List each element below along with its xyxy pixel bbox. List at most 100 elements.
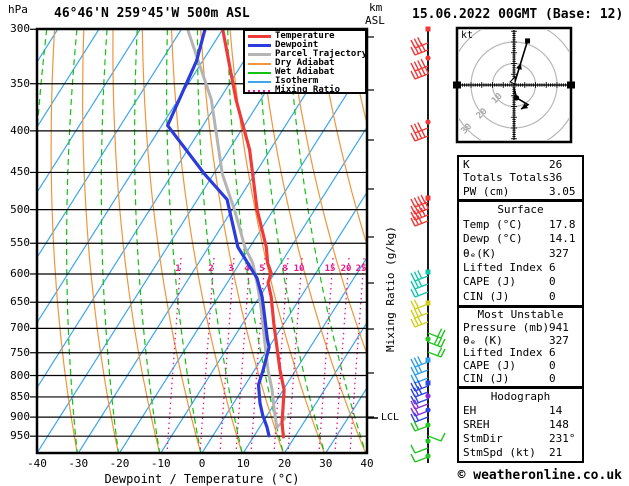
table-row-value: 36 — [549, 171, 563, 184]
pressure-tick-label: 900 — [10, 410, 30, 424]
table-row: Pressure (mb) 941 — [459, 320, 582, 334]
legend-item: Wet Adiabat — [248, 68, 365, 77]
table-row-value: 6 — [549, 346, 556, 360]
temperature-tick-label: 0 — [198, 457, 206, 470]
legend-line-sample — [248, 44, 271, 47]
table-row: θₑ(K) 327 — [459, 246, 582, 260]
table-row-value: 941 — [549, 320, 569, 334]
wind-barb-column — [410, 26, 446, 463]
table-row-value: 26 — [549, 157, 563, 171]
table-section-title: Hodograph — [490, 390, 551, 403]
table-row: SREH 148 — [459, 419, 582, 431]
table-row: Temp (°C) 17.8 — [459, 217, 582, 231]
mixing-ratio-label: 20 — [341, 264, 352, 274]
temperature-tick-label: 20 — [277, 457, 292, 470]
lcl-label: LCL — [381, 412, 400, 423]
mixing-ratio-axis-label: Mixing Ratio (g/kg) — [384, 226, 397, 352]
table-row-label: K — [463, 157, 470, 171]
mixing-ratio-label: 25 — [356, 264, 367, 274]
table-row-label: Lifted Index — [463, 260, 543, 274]
table-row-label: Lifted Index — [463, 346, 543, 360]
table-row-value: 17.8 — [549, 217, 576, 231]
temperature-tick-label: 30 — [319, 457, 333, 470]
table-row-label: θₑ (K) — [463, 333, 503, 347]
table-row: Lifted Index 6 — [459, 260, 582, 274]
table-row-value: 14 — [549, 404, 563, 417]
pressure-tick-label: 500 — [10, 202, 30, 216]
table-row: CAPE (J) 0 — [459, 360, 582, 372]
x-axis-title: Dewpoint / Temperature (°C) — [104, 472, 300, 486]
legend-item: Dewpoint — [248, 41, 365, 50]
legend-line-sample — [248, 71, 271, 74]
table-row-label: CAPE (J) — [463, 275, 516, 289]
legend-item-label: Dry Adiabat — [275, 58, 335, 68]
table-row: StmSpd (kt) 21 — [459, 447, 582, 459]
legend-item-label: Mixing Ratio — [275, 85, 341, 95]
table-row-label: EH — [463, 404, 477, 417]
mixing-ratio-label: 10 — [294, 264, 305, 274]
legend-item-label: Temperature — [275, 31, 335, 41]
table-row-label: StmDir — [463, 432, 503, 445]
table-row: PW (cm) 3.05 — [459, 184, 582, 198]
table-row-label: SREH — [463, 418, 490, 431]
legend-line-sample — [248, 80, 271, 83]
pressure-tick-label: 350 — [10, 76, 30, 90]
mixing-ratio-label: 1 — [175, 264, 180, 274]
surface-table: Surface Temp (°C) 17.8 Dewp (°C) 14.1 θₑ(K) 32… — [457, 200, 584, 307]
table-row-value: 0 — [549, 275, 556, 289]
most-unstable-table: Most Unstable Pressure (mb) 941 θₑ (K) 327 Li… — [457, 306, 584, 388]
temperature-tick-label: 10 — [236, 457, 250, 470]
legend-item: Mixing Ratio — [248, 86, 365, 95]
pressure-tick-label: 300 — [10, 22, 30, 36]
legend-line-sample — [248, 89, 271, 92]
table-row-label: StmSpd (kt) — [463, 446, 536, 459]
station-title: 46°46'N 259°45'W 500m ASL — [54, 6, 250, 21]
table-section-title: Surface — [497, 203, 544, 217]
hodograph-unit-label: kt — [461, 30, 474, 41]
table-row-label: CAPE (J) — [463, 359, 516, 373]
table-row-label: Pressure (mb) — [463, 320, 550, 334]
pressure-tick-label: 550 — [10, 236, 30, 250]
table-row-label: PW (cm) — [463, 184, 510, 198]
table-row-value: 21 — [549, 446, 563, 459]
mixing-ratio-label: 15 — [325, 264, 336, 274]
pressure-tick-label: 450 — [10, 165, 30, 179]
legend-line-sample — [248, 35, 271, 38]
temperature-tick-label: -40 — [27, 457, 47, 470]
pressure-tick-label: 850 — [10, 389, 30, 403]
pressure-tick-label: 700 — [10, 321, 30, 335]
table-row: Totals Totals 36 — [459, 172, 582, 184]
indices-table: K 26 Totals Totals 36 PW (cm) 3.05 — [457, 155, 584, 201]
table-row-label: CIN (J) — [463, 372, 510, 386]
pressure-tick-label: 950 — [10, 429, 30, 443]
legend-item-label: Dewpoint — [275, 40, 319, 50]
legend-item-label: Isotherm — [275, 76, 319, 86]
legend-item: Temperature — [248, 32, 365, 41]
legend-item: Dry Adiabat — [248, 59, 365, 68]
table-row-value: 3.05 — [549, 184, 576, 198]
pressure-tick-label: 600 — [10, 266, 30, 280]
table-row: EH 14 — [459, 405, 582, 417]
table-row: CIN (J) 0 — [459, 373, 582, 385]
table-row-value: 148 — [549, 418, 569, 431]
table-row-label: Temp (°C) — [463, 217, 523, 231]
hodograph-table: Hodograph EH 14 SREH 148 StmDir 231° StmSpd (kt… — [457, 387, 584, 463]
temperature-tick-label: -30 — [68, 457, 89, 470]
plot-lines: 1 2 3 4 5 8 10 15 20 25 — [37, 29, 367, 453]
date-title: 15.06.2022 00GMT (Base: 12) — [412, 7, 624, 22]
temperature-tick-label: -20 — [109, 457, 130, 470]
copyright: © weatheronline.co.uk — [457, 468, 622, 483]
asl-axis-label: ASL — [365, 14, 385, 27]
table-row: CAPE (J) 0 — [459, 276, 582, 288]
table-row-value: 327 — [549, 333, 569, 347]
table-row-value: 0 — [549, 359, 556, 373]
legend-line-sample — [248, 53, 271, 56]
legend-item: Parcel Trajectory — [248, 50, 367, 59]
mixing-ratio-label: 3 — [228, 264, 233, 274]
mixing-ratio-label: 2 — [208, 264, 213, 274]
table-row-label: Dewp (°C) — [463, 232, 523, 246]
table-row-value: 327 — [549, 246, 569, 260]
